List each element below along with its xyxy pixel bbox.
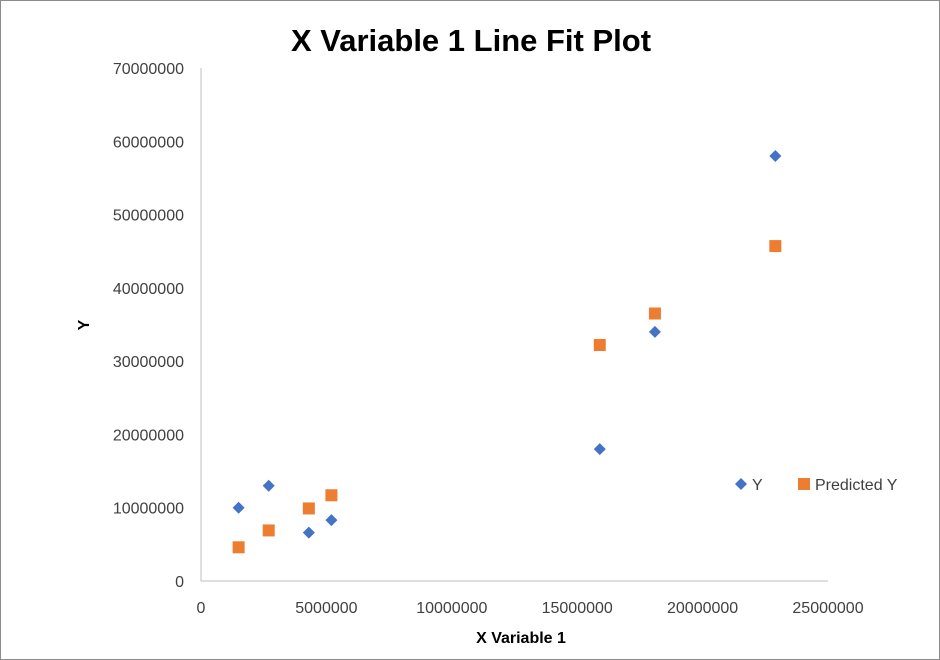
y-point [648,325,661,338]
y-point [232,501,245,514]
y-point [769,149,782,162]
predicted-y-point [232,541,245,554]
x-axis-title: X Variable 1 [476,630,566,647]
predicted-y-point [593,339,606,352]
y-axis-ticks: 0 10000000 20000000 30000000 40000000 5000000… [113,61,184,591]
y-tick-label: 10000000 [113,501,184,518]
data-points [232,149,782,554]
y-tick-label: 70000000 [113,61,184,78]
predicted-y-point [769,240,782,253]
predicted-y-point [325,489,338,502]
legend-predicted-y-marker [798,478,810,490]
y-point [325,514,338,527]
y-tick-label: 30000000 [113,354,184,371]
y-tick-label: 60000000 [113,134,184,151]
y-axis-title: Y [76,319,93,330]
x-tick-label: 15000000 [542,600,613,617]
y-tick-label: 40000000 [113,281,184,298]
y-point [302,526,315,539]
predicted-y-point [648,307,661,320]
y-point [262,479,275,492]
y-tick-label: 50000000 [113,208,184,225]
predicted-y-point [262,524,275,537]
x-tick-label: 10000000 [416,600,487,617]
x-tick-label: 25000000 [792,600,863,617]
y-tick-label: 20000000 [113,427,184,444]
x-tick-label: 0 [197,600,206,617]
predicted-y-point [302,502,315,515]
legend-y-marker [735,478,747,490]
x-tick-label: 20000000 [667,600,738,617]
chart-title: X Variable 1 Line Fit Plot [291,23,651,58]
legend-label: Predicted Y [815,477,898,494]
y-point [593,443,606,456]
x-tick-label: 5000000 [295,600,357,617]
x-axis-ticks: 0 5000000 10000000 15000000 20000000 25000000 [197,600,864,617]
legend-label: Y [752,477,763,494]
y-tick-label: 0 [175,574,184,591]
legend: Y Predicted Y [735,477,898,494]
